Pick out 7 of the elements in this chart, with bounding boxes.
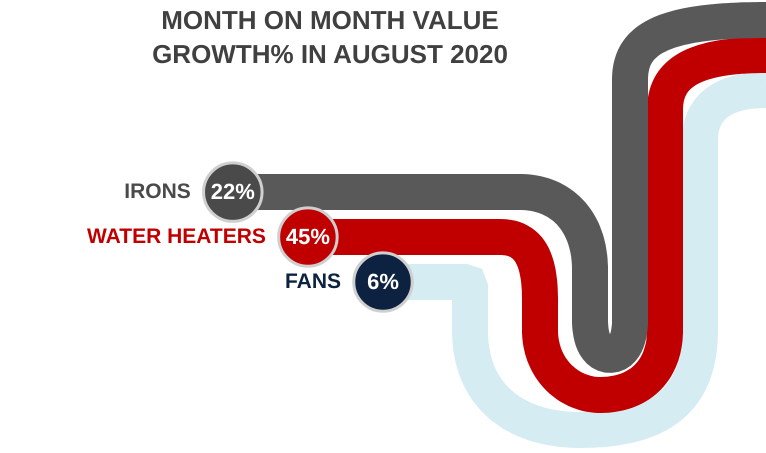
data-label: 45%	[286, 224, 330, 250]
category-label: IRONS	[124, 180, 191, 204]
category-label: WATER HEATERS	[87, 225, 266, 248]
data-label: 22%	[210, 179, 255, 204]
category-label: FANS	[284, 270, 341, 294]
data-label: 6%	[367, 269, 399, 294]
text: MONTH ON MONTH VALUE GROWTH% IN AUGUST 2020	[152, 5, 508, 69]
